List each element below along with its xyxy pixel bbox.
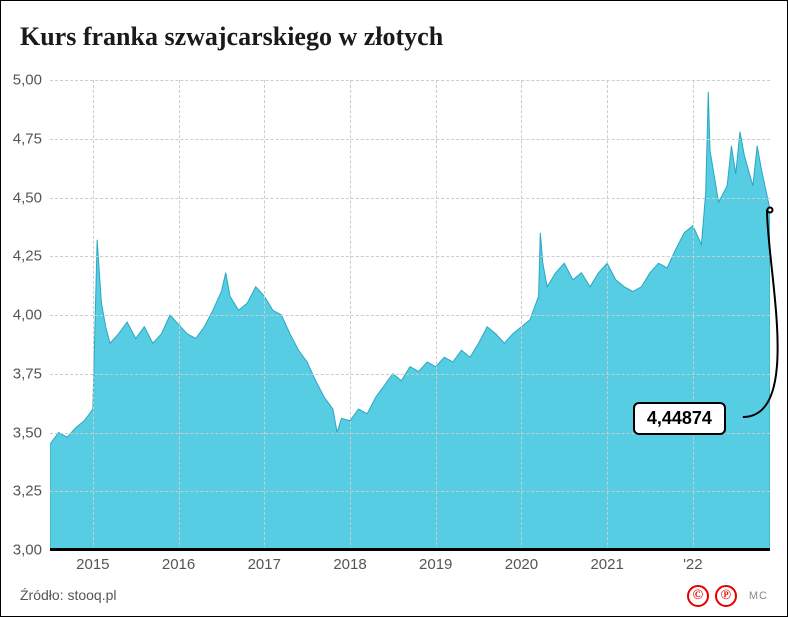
y-tick-label: 3,75 [13, 365, 42, 382]
y-tick-label: 4,25 [13, 248, 42, 265]
y-tick-label: 3,25 [13, 483, 42, 500]
x-tick-label: 2017 [248, 556, 281, 573]
chart-area: 3,003,253,503,754,004,254,504,755,00 201… [50, 80, 770, 550]
y-tick-label: 4,75 [13, 130, 42, 147]
y-tick-label: 3,00 [13, 542, 42, 559]
x-tick-label: 2019 [419, 556, 452, 573]
phonogram-badge-icon: ℗ [715, 585, 737, 607]
y-tick-label: 4,00 [13, 307, 42, 324]
source-footer: Źródło: stooq.pl [20, 587, 117, 603]
x-tick-label: 2016 [162, 556, 195, 573]
callout-leader [50, 80, 770, 550]
y-tick-label: 3,50 [13, 424, 42, 441]
x-tick-label: 2018 [333, 556, 366, 573]
y-tick-label: 4,50 [13, 189, 42, 206]
credit-initials: MC [749, 590, 768, 602]
x-tick-label: 2020 [505, 556, 538, 573]
x-tick-label: 2015 [76, 556, 109, 573]
x-tick-label: 2021 [590, 556, 623, 573]
x-tick-label: '22 [683, 556, 703, 573]
y-tick-label: 5,00 [13, 72, 42, 89]
footer-badges: © ℗ MC [687, 585, 768, 607]
chart-title: Kurs franka szwajcarskiego w złotych [20, 22, 443, 52]
copyright-badge-icon: © [687, 585, 709, 607]
